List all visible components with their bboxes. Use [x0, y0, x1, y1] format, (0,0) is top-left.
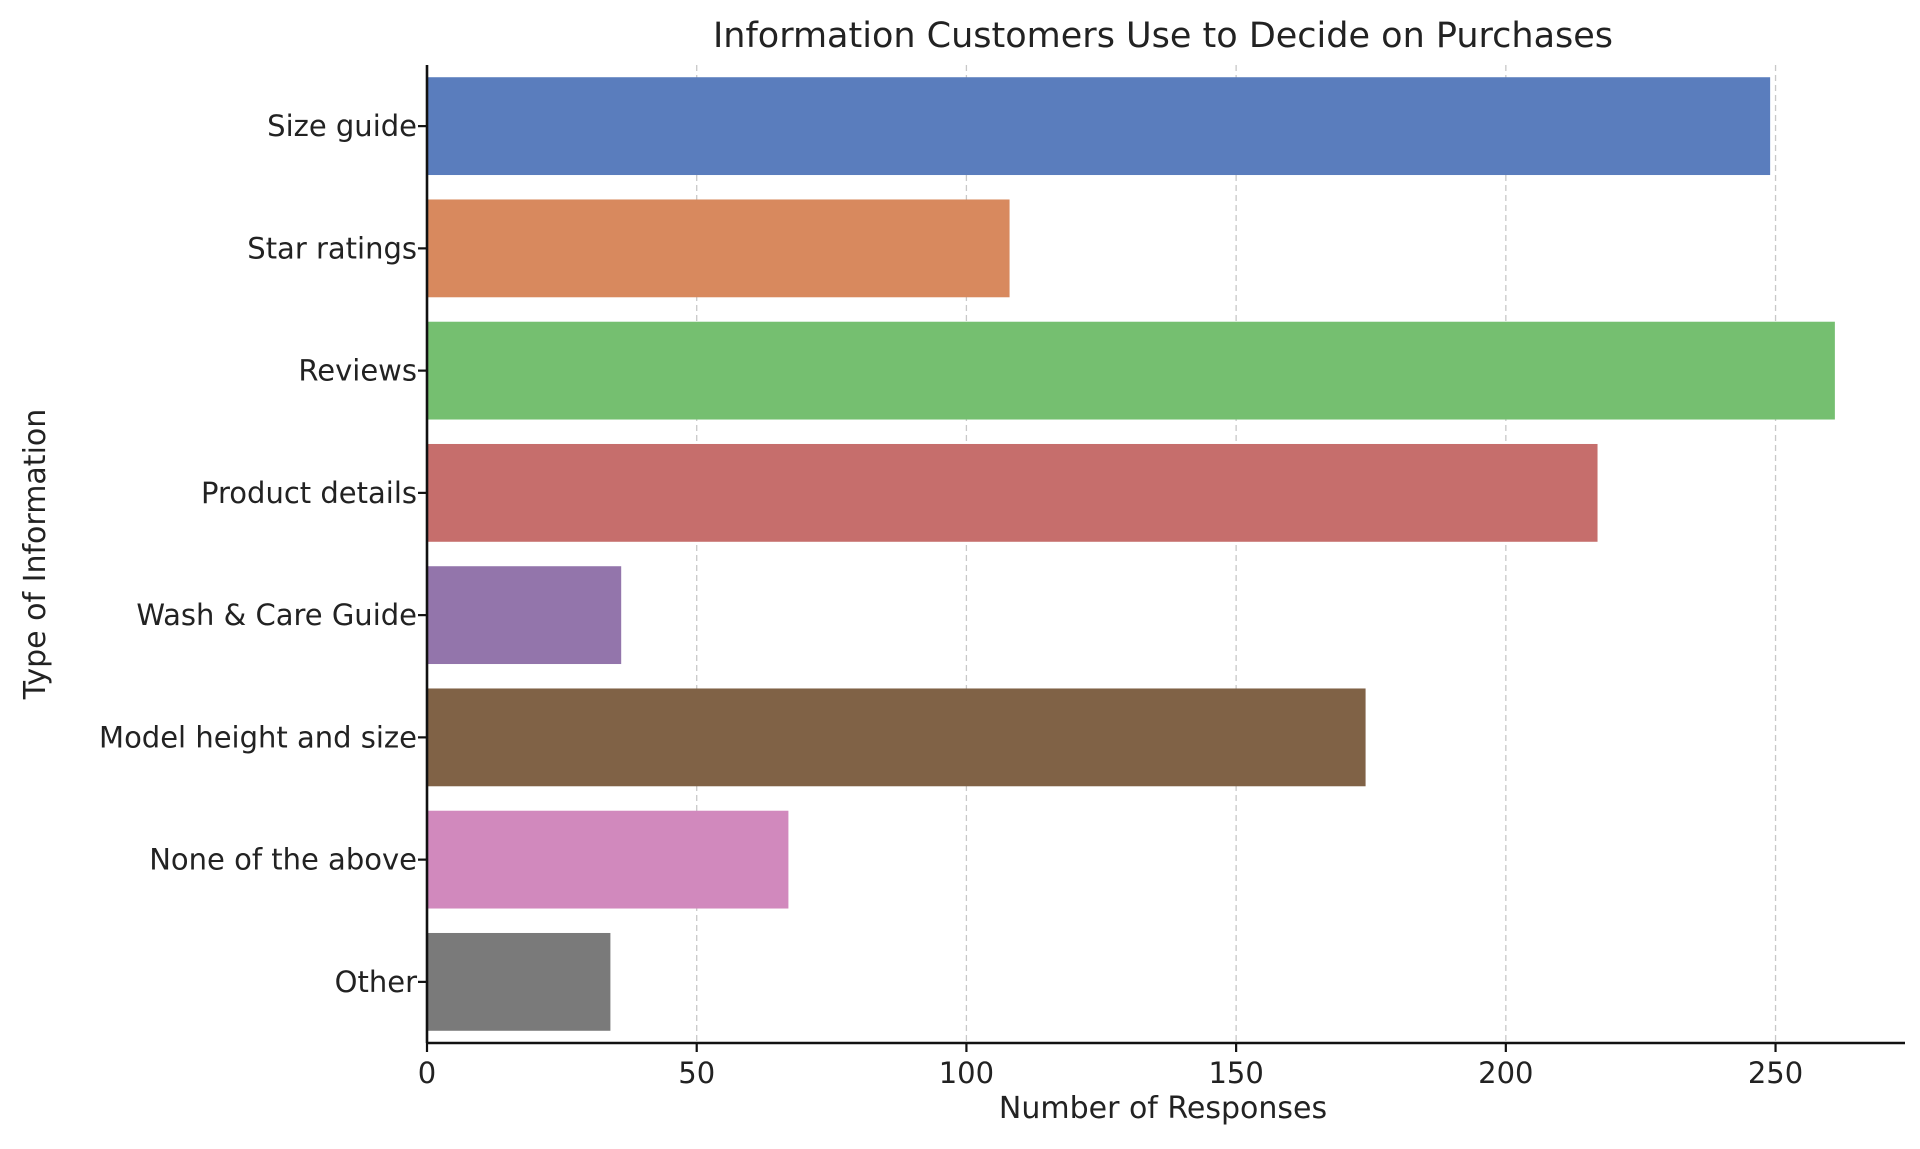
x-axis-ticks: 0 50 100 150 200 250	[418, 1043, 1803, 1090]
x-axis-title: Number of Responses	[999, 1091, 1327, 1126]
bar	[427, 932, 611, 1031]
bar	[427, 566, 622, 665]
bar	[427, 443, 1598, 542]
y-tick-label: Other	[335, 965, 417, 999]
y-tick-label: Wash & Care Guide	[136, 598, 417, 632]
x-tick-label: 200	[1478, 1056, 1533, 1090]
x-tick-label: 100	[939, 1056, 994, 1090]
bar	[427, 810, 789, 909]
bar	[427, 688, 1366, 787]
y-tick-label: Star ratings	[247, 231, 417, 265]
bar	[427, 199, 1010, 298]
bar	[427, 77, 1771, 176]
y-tick-label: None of the above	[149, 843, 417, 877]
y-axis-ticks: Size guide Star ratings Reviews Product det…	[99, 109, 427, 999]
x-tick-label: 150	[1208, 1056, 1263, 1090]
y-tick-label: Product details	[201, 476, 417, 510]
y-tick-label: Size guide	[267, 109, 417, 143]
chart-title: Information Customers Use to Decide on P…	[713, 16, 1613, 56]
bar	[427, 321, 1835, 420]
x-tick-label: 0	[418, 1056, 436, 1090]
y-tick-label: Reviews	[298, 354, 417, 388]
x-tick-label: 50	[678, 1056, 715, 1090]
x-tick-label: 250	[1748, 1056, 1803, 1090]
axes	[425, 65, 1905, 1045]
y-axis-title: Type of Information	[18, 409, 53, 701]
y-tick-label: Model height and size	[99, 720, 417, 754]
bars	[427, 77, 1835, 1031]
